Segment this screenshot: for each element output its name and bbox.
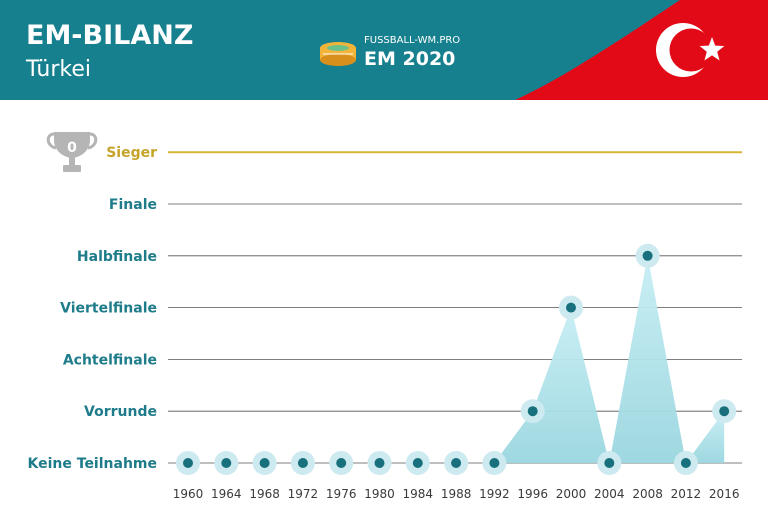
page-title: EM-BILANZ (26, 20, 193, 51)
x-label-2016: 2016 (709, 487, 740, 501)
y-label-5: Finale (109, 197, 157, 213)
point-dot (604, 458, 615, 468)
data-point-1968 (252, 451, 277, 475)
point-dot (259, 458, 270, 468)
trophy-count: 0 (67, 140, 77, 156)
area-segment-9 (494, 307, 610, 463)
x-label-1976: 1976 (326, 487, 357, 501)
point-dot (451, 458, 462, 468)
x-label-1988: 1988 (441, 487, 472, 501)
area-segment-12 (609, 255, 686, 463)
point-dot (412, 458, 423, 468)
x-label-1972: 1972 (288, 487, 319, 501)
x-label-1964: 1964 (211, 487, 242, 501)
brand-small: FUSSBALL-WM.PRO (364, 35, 460, 46)
data-point-1980 (367, 451, 392, 475)
turkey-flag-icon (656, 23, 725, 77)
y-label-6: Sieger (106, 145, 157, 161)
stadium-icon (320, 42, 356, 66)
point-dot (527, 406, 538, 417)
data-point-2012 (673, 451, 698, 475)
x-label-1984: 1984 (403, 487, 434, 501)
data-point-2016 (712, 399, 737, 424)
brand-large: EM 2020 (364, 48, 455, 70)
point-layer (176, 243, 737, 475)
y-label-0: Keine Teilnahme (28, 456, 157, 472)
point-dot (374, 458, 385, 468)
flag-banner (515, 0, 768, 100)
y-label-3: Viertelfinale (60, 301, 157, 317)
x-label-1960: 1960 (173, 487, 204, 501)
x-label-2000: 2000 (556, 487, 587, 501)
x-label-1996: 1996 (517, 487, 548, 501)
area-segment-14 (685, 411, 725, 463)
y-label-2: Achtelfinale (63, 352, 157, 368)
data-point-2008 (635, 243, 660, 268)
page-subtitle: Türkei (25, 57, 91, 82)
point-dot (297, 458, 308, 468)
data-point-1988 (444, 451, 469, 475)
data-point-1984 (405, 451, 430, 475)
area-layer (494, 255, 725, 463)
point-dot (489, 458, 500, 468)
x-axis-labels: 1960 1964 1968 1972 1976 1980 1984 1988 1992 1996… (173, 487, 740, 501)
x-label-2008: 2008 (632, 487, 663, 501)
x-label-2004: 2004 (594, 487, 625, 501)
data-point-1964 (214, 451, 239, 475)
data-point-1992 (482, 451, 507, 475)
x-label-2012: 2012 (671, 487, 702, 501)
data-point-1972 (290, 451, 315, 475)
trophy-icon (46, 132, 98, 172)
y-label-1: Vorrunde (84, 404, 157, 420)
point-dot (336, 458, 347, 468)
x-label-1992: 1992 (479, 487, 510, 501)
point-dot (566, 302, 576, 313)
data-point-1996 (520, 399, 545, 424)
point-dot (642, 250, 653, 261)
data-point-1976 (329, 451, 354, 475)
data-point-2000 (559, 295, 583, 320)
data-point-2004 (597, 451, 622, 475)
x-label-1980: 1980 (364, 487, 395, 501)
y-label-4: Halbfinale (77, 249, 157, 265)
point-dot (183, 458, 193, 468)
data-point-1960 (176, 451, 200, 475)
point-dot (221, 458, 232, 468)
x-label-1968: 1968 (249, 487, 280, 501)
header: EM-BILANZ Türkei FUSSBALL-WM.PRO EM 2020 (0, 0, 768, 100)
point-dot (719, 406, 730, 417)
point-dot (680, 458, 691, 468)
grid-layer: Keine Teilnahme Vorrunde Achtelfinale Viert… (28, 145, 742, 472)
